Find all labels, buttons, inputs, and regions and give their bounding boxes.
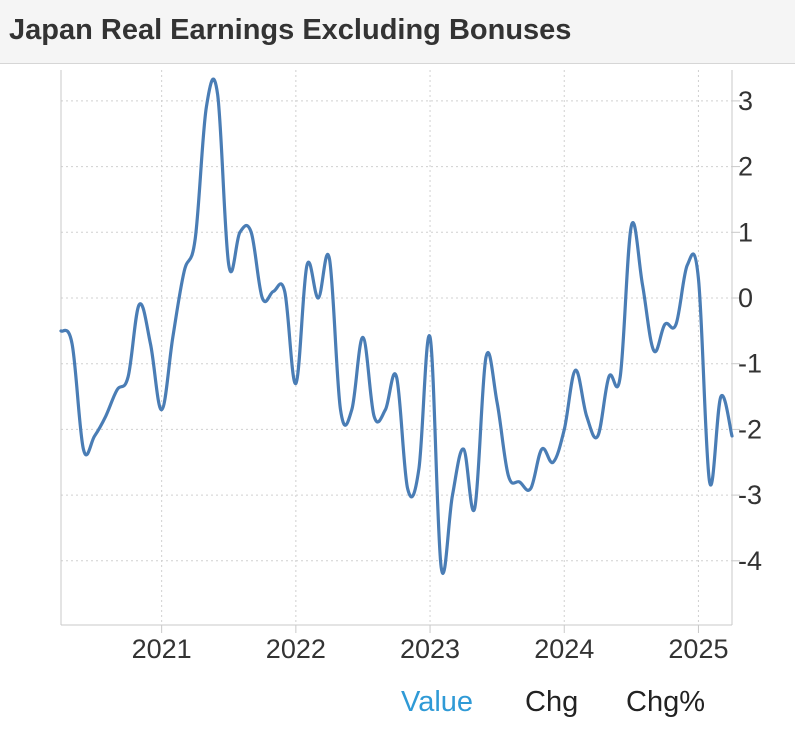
x-tick-label: 2023 — [400, 634, 460, 664]
y-tick-label: 0 — [738, 283, 753, 313]
x-tick-label: 2025 — [668, 634, 728, 664]
y-tick-label: -2 — [738, 414, 762, 444]
chart-header: Japan Real Earnings Excluding Bonuses — [0, 0, 795, 64]
y-tick-label: -3 — [738, 480, 762, 510]
y-tick-label: 2 — [738, 152, 753, 182]
chart-title: Japan Real Earnings Excluding Bonuses — [9, 14, 572, 46]
tab-chg-percent[interactable]: Chg% — [626, 686, 705, 718]
series-line — [59, 77, 734, 575]
x-tick-label: 2024 — [534, 634, 594, 664]
y-tick-label: -1 — [738, 349, 762, 379]
y-tick-label: 3 — [738, 86, 753, 116]
line-chart: 3 2 1 0 -1 -2 -3 -4 2021 2022 2023 2024 2025 — [59, 70, 762, 664]
view-tabs: Value Chg Chg% — [0, 686, 795, 726]
x-tick-label: 2022 — [266, 634, 326, 664]
y-tick-label: -4 — [738, 546, 762, 576]
tick-labels: 3 2 1 0 -1 -2 -3 -4 2021 2022 2023 2024 2025 — [132, 86, 762, 664]
axes — [60, 70, 740, 633]
grid-lines — [61, 70, 732, 625]
tab-chg[interactable]: Chg — [525, 686, 579, 718]
tab-value[interactable]: Value — [401, 686, 474, 718]
y-tick-label: 1 — [738, 217, 753, 247]
series-layer — [59, 77, 734, 575]
x-tick-label: 2021 — [132, 634, 192, 664]
